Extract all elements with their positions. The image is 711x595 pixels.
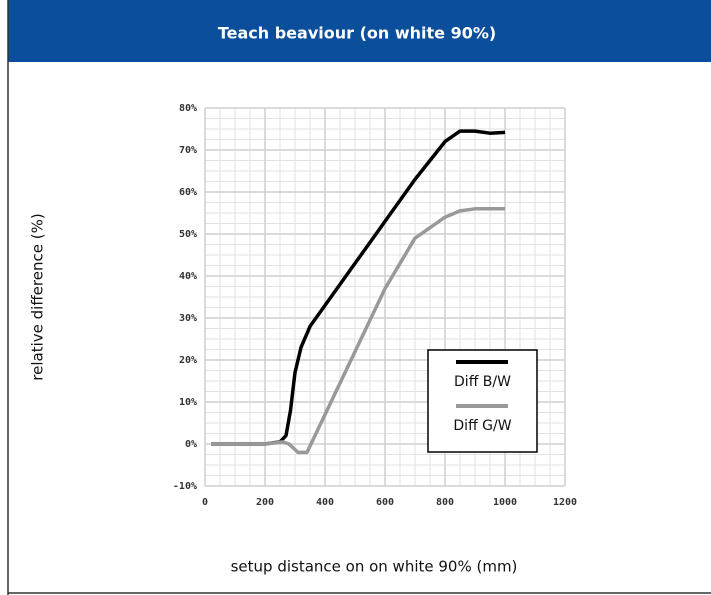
legend-label: Diff G/W (453, 418, 511, 434)
y-tick-label: 50% (179, 229, 197, 240)
y-tick-label: 0% (185, 439, 197, 450)
legend-box (427, 349, 538, 453)
data-line (211, 207, 505, 455)
y-tick-label: 10% (179, 397, 197, 408)
y-tick-label: 40% (179, 271, 197, 282)
x-tick-label: 200 (256, 497, 274, 508)
x-axis-label: setup distance on on white 90% (mm) (231, 558, 518, 576)
y-axis-label: relative difference (%) (29, 213, 47, 380)
y-tick-label: 70% (179, 145, 197, 156)
y-tick-label: 20% (179, 355, 197, 366)
header-bar (8, 0, 711, 62)
chart-title: Teach beaviour (on white 90%) (218, 24, 496, 43)
legend: Diff B/W Diff G/W (427, 349, 538, 453)
x-tick-label: 600 (376, 497, 394, 508)
data-line (211, 129, 506, 446)
y-tick-label: 60% (179, 187, 197, 198)
x-tick-label: 400 (316, 497, 334, 508)
x-tick-label: 1200 (553, 497, 577, 508)
y-tick-label: -10% (173, 481, 197, 492)
y-tick-label: 30% (179, 313, 197, 324)
x-tick-label: 1000 (493, 497, 517, 508)
legend-label: Diff B/W (454, 374, 511, 390)
x-tick-label: 800 (436, 497, 454, 508)
x-tick-label: 0 (202, 497, 208, 508)
y-tick-label: 80% (179, 103, 197, 114)
